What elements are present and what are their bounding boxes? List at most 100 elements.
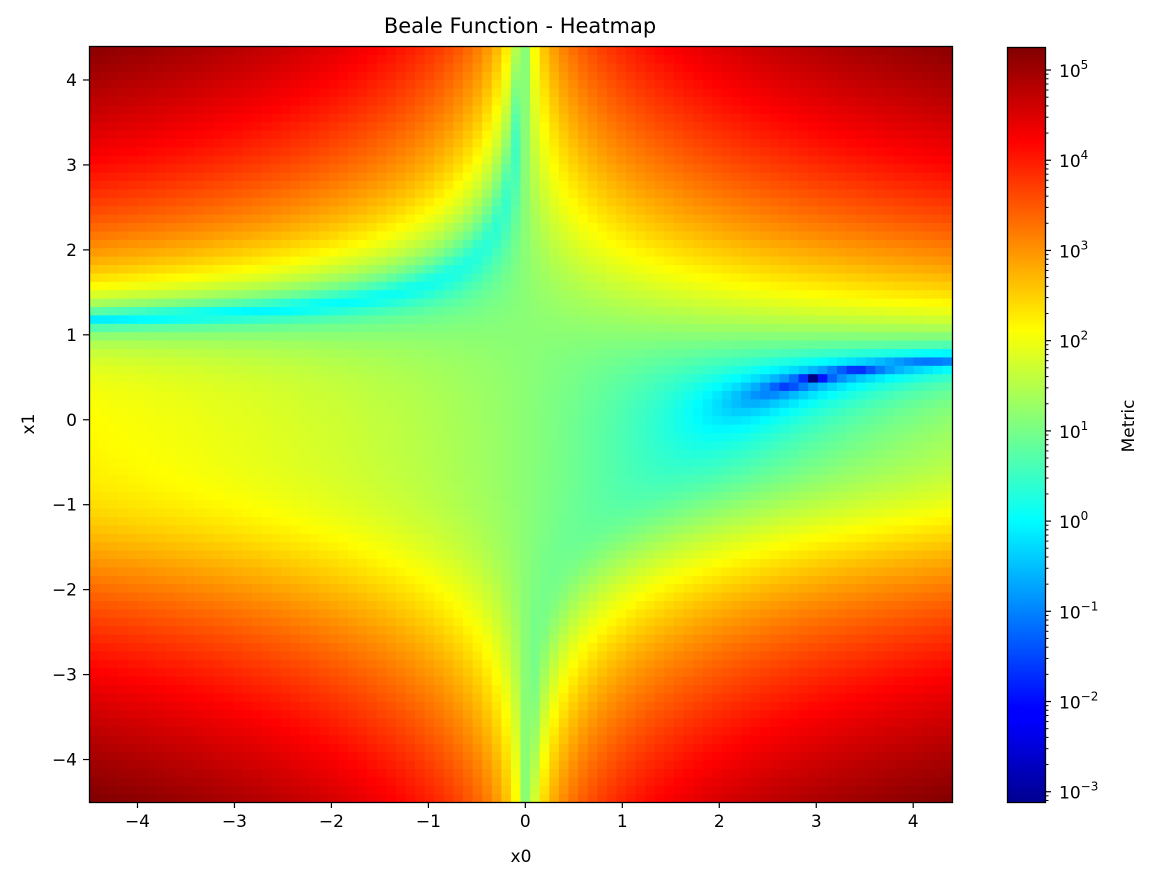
heatmap-cell (798, 382, 809, 391)
heatmap-cell (213, 642, 224, 652)
heatmap-cell (386, 491, 397, 501)
heatmap-cell (625, 625, 637, 635)
heatmap-cell (808, 482, 819, 492)
heatmap-cell (702, 793, 713, 803)
heatmap-cell (606, 659, 617, 669)
heatmap-cell (760, 390, 771, 400)
heatmap-cell (827, 684, 838, 694)
heatmap-cell (616, 583, 627, 593)
heatmap-cell (194, 508, 205, 517)
heatmap-cell (942, 667, 953, 677)
heatmap-cell (501, 558, 512, 568)
heatmap-cell (932, 642, 944, 652)
heatmap-cell (808, 608, 819, 618)
heatmap-cell (482, 415, 493, 425)
heatmap-cell (347, 356, 359, 366)
heatmap-cell (932, 365, 944, 375)
heatmap-cell (280, 449, 291, 459)
heatmap-cell (89, 684, 100, 694)
heatmap-cell (913, 785, 924, 795)
heatmap-cell (146, 793, 157, 803)
heatmap-cell (213, 331, 224, 341)
heatmap-cell (252, 684, 263, 694)
heatmap-cell (875, 524, 886, 534)
heatmap-cell (578, 491, 589, 501)
heatmap-cell (616, 768, 627, 778)
heatmap-cell (654, 516, 665, 526)
heatmap-cell (731, 550, 742, 559)
heatmap-cell (673, 491, 685, 501)
heatmap-cell (146, 457, 157, 467)
heatmap-cell (635, 516, 646, 526)
heatmap-cell (453, 751, 464, 761)
heatmap-cell (606, 432, 617, 442)
heatmap-cell (875, 491, 886, 501)
heatmap-cell (664, 768, 675, 778)
heatmap-cell (769, 398, 780, 408)
heatmap-cell (625, 734, 637, 744)
heatmap-cell (213, 558, 224, 568)
heatmap-cell (232, 398, 244, 408)
heatmap-cell (223, 457, 234, 467)
heatmap-cell (693, 508, 704, 517)
heatmap-cell (165, 415, 176, 425)
heatmap-cell (472, 583, 483, 593)
heatmap-cell (673, 390, 685, 400)
heatmap-cell (635, 550, 646, 559)
heatmap-cell (625, 541, 637, 551)
heatmap-cell (204, 398, 215, 408)
heatmap-cell (453, 382, 464, 391)
heatmap-cell (280, 751, 291, 761)
heatmap-cell (616, 709, 627, 719)
heatmap-cell (741, 566, 752, 576)
heatmap-cell (846, 457, 857, 467)
heatmap-cell (204, 508, 215, 517)
heatmap-cell (232, 424, 244, 433)
heatmap-cell (453, 524, 464, 534)
heatmap-cell (779, 449, 790, 459)
heatmap-cell (290, 743, 301, 753)
heatmap-cell (530, 550, 541, 559)
heatmap-cell (472, 533, 483, 543)
heatmap-cell (443, 650, 454, 660)
heatmap-cell (434, 398, 445, 408)
heatmap-cell (290, 373, 301, 383)
heatmap-cell (875, 785, 886, 795)
heatmap-cell (673, 524, 685, 534)
heatmap-cell (645, 365, 656, 375)
heatmap-cell (520, 466, 531, 475)
heatmap-cell (942, 659, 953, 669)
heatmap-cell (108, 440, 119, 450)
heatmap-cell (328, 491, 339, 501)
heatmap-cell (856, 398, 867, 408)
heatmap-cell (817, 676, 828, 685)
heatmap-cell (482, 508, 493, 517)
heatmap-cell (252, 558, 263, 568)
heatmap-cell (625, 340, 637, 349)
heatmap-cell (108, 718, 119, 727)
heatmap-cell (89, 608, 100, 618)
heatmap-cell (625, 382, 637, 391)
heatmap-cell (328, 508, 339, 517)
heatmap-cell (98, 466, 109, 475)
heatmap-cell (827, 768, 838, 778)
heatmap-cell (894, 432, 905, 442)
heatmap-cell (616, 625, 627, 635)
heatmap-cell (328, 726, 339, 736)
heatmap-cell (299, 726, 311, 736)
heatmap-cell (415, 575, 426, 585)
heatmap-cell (395, 356, 407, 366)
heatmap-cell (827, 558, 838, 568)
heatmap-cell (856, 676, 867, 685)
heatmap-cell (702, 407, 713, 417)
heatmap-cell (788, 524, 800, 534)
heatmap-cell (462, 709, 474, 719)
heatmap-cell (395, 743, 407, 753)
heatmap-cell (501, 684, 512, 694)
heatmap-cell (616, 701, 627, 711)
heatmap-cell (232, 709, 244, 719)
heatmap-cell (338, 457, 349, 467)
heatmap-cell (108, 667, 119, 677)
heatmap-cell (232, 608, 244, 618)
